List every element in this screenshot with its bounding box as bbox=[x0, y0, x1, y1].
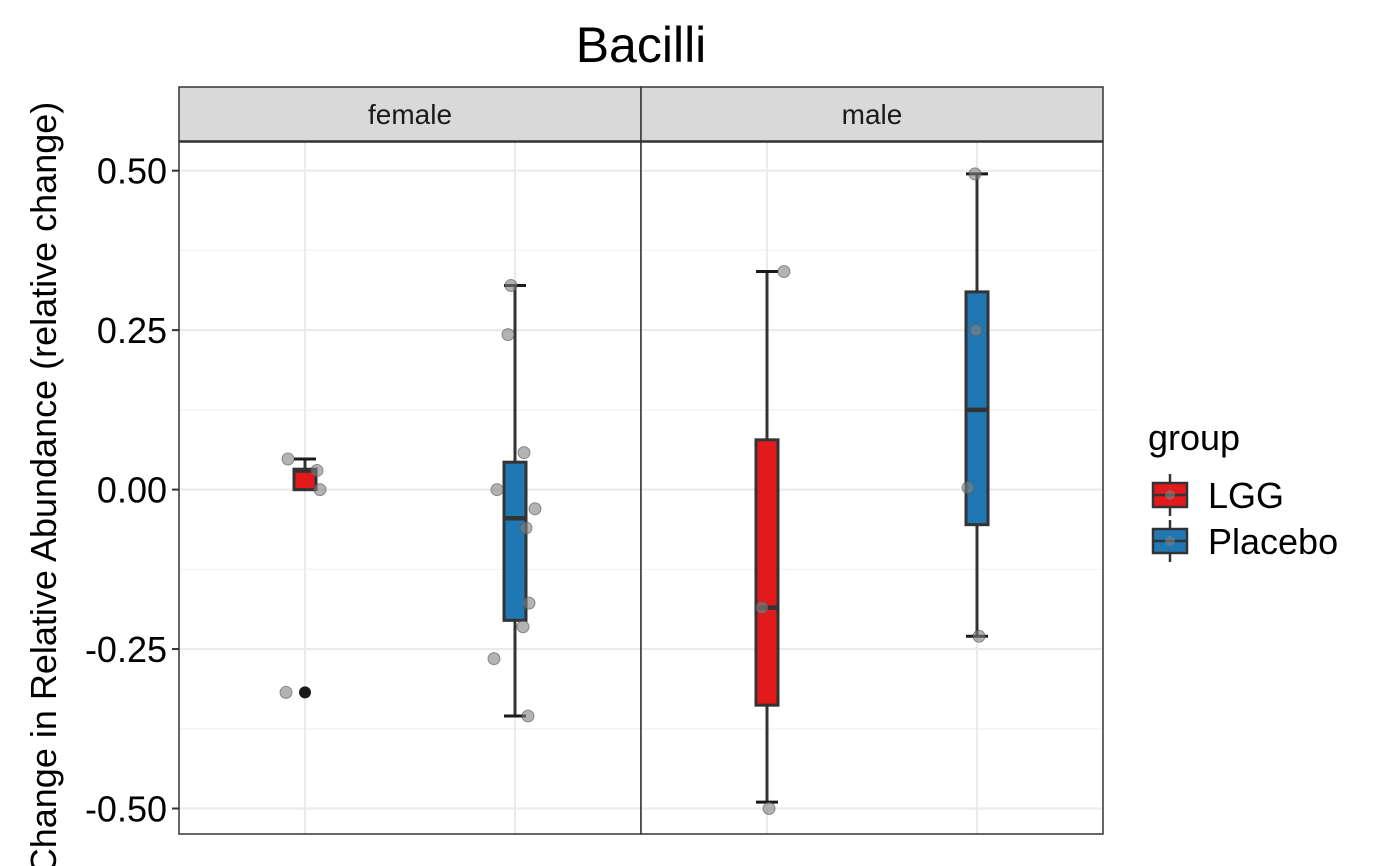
chart-title: Bacilli bbox=[576, 17, 707, 73]
jitter-point bbox=[961, 481, 975, 495]
jitter-point bbox=[516, 620, 530, 634]
y-tick-label: 0.50 bbox=[97, 151, 167, 192]
jitter-point bbox=[487, 652, 501, 666]
facet-panel-female: female bbox=[178, 86, 642, 835]
jitter-point bbox=[313, 483, 327, 497]
box-female-Placebo bbox=[502, 284, 528, 718]
facet-strip-label: male bbox=[842, 99, 903, 130]
facet-strip bbox=[178, 86, 642, 142]
jitter-point bbox=[501, 328, 515, 342]
legend-label: LGG bbox=[1208, 475, 1284, 516]
y-axis-label: Change in Relative Abundance (relative c… bbox=[23, 102, 64, 866]
panel-background bbox=[179, 142, 641, 834]
jitter-point bbox=[528, 502, 542, 516]
panel-border bbox=[640, 141, 1104, 835]
box-female-LGG bbox=[292, 457, 318, 699]
jitter-point bbox=[972, 629, 986, 643]
jitter-point bbox=[281, 452, 295, 466]
jitter-point bbox=[279, 685, 293, 699]
legend-label: Placebo bbox=[1208, 521, 1338, 562]
jitter-point bbox=[521, 709, 535, 723]
panel-background bbox=[641, 142, 1103, 834]
jitter-point bbox=[310, 463, 324, 477]
jitter-point bbox=[490, 483, 504, 497]
jitter-point bbox=[755, 601, 769, 615]
jitter-point bbox=[969, 323, 983, 337]
jitter-point bbox=[517, 446, 531, 460]
y-tick-label: -0.25 bbox=[85, 629, 167, 670]
jitter-point bbox=[519, 521, 533, 535]
y-tick-label: 0.25 bbox=[97, 310, 167, 351]
jitter-point bbox=[522, 596, 536, 610]
legend-entry-lgg: LGG bbox=[1151, 474, 1284, 516]
jitter-point bbox=[762, 801, 776, 815]
facet-strip bbox=[640, 86, 1104, 142]
box-male-Placebo bbox=[964, 172, 990, 638]
box-male-LGG bbox=[754, 269, 780, 804]
y-tick-label: -0.50 bbox=[85, 788, 167, 829]
y-axis: 0.50 0.25 0.00 -0.25 -0.50 bbox=[85, 151, 179, 829]
jitter-point bbox=[777, 264, 791, 278]
box-rect bbox=[754, 438, 780, 707]
legend-entry-placebo: Placebo bbox=[1151, 520, 1338, 562]
facet-panel-male: male bbox=[640, 86, 1104, 835]
outlier-point bbox=[299, 686, 311, 699]
legend-title: group bbox=[1148, 417, 1240, 458]
legend: group LGG Placebo bbox=[1148, 417, 1338, 562]
legend-key-point bbox=[1165, 536, 1175, 546]
box-rect bbox=[502, 460, 528, 622]
jitter-point bbox=[504, 279, 518, 293]
facet-strip-label: female bbox=[368, 99, 452, 130]
legend-key-point bbox=[1165, 490, 1175, 500]
facet-panels: female male bbox=[178, 86, 1104, 835]
jitter-point bbox=[968, 167, 982, 181]
y-tick-label: 0.00 bbox=[97, 470, 167, 511]
